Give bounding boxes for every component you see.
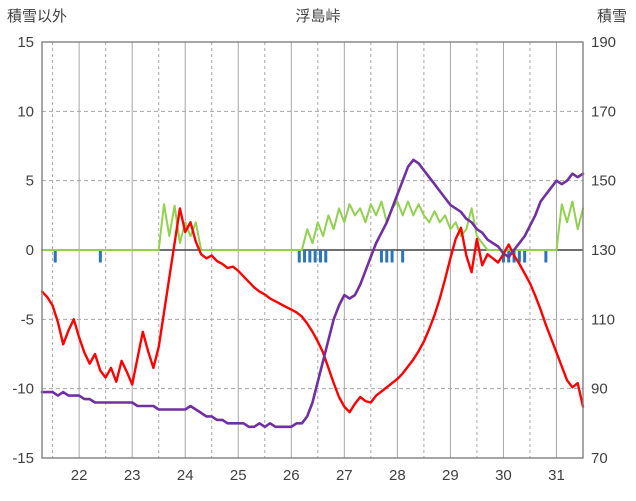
right-axis-tick-label: 130 [591,242,616,259]
x-axis-tick-label: 28 [389,467,406,484]
right-axis-tick-label: 190 [591,34,616,51]
blue-ticks [523,250,527,263]
blue-ticks [385,250,389,263]
x-axis-tick-label: 30 [495,467,512,484]
blue-ticks [297,250,301,263]
purple-line [40,158,585,429]
x-axis-tick-label: 25 [230,467,247,484]
left-axis-tick-label: 10 [17,103,34,120]
red-line [40,207,585,414]
right-axis-tick-label: 70 [591,450,608,467]
right-axis-tick-label: 150 [591,173,616,190]
right-axis-tick-label: 170 [591,103,616,120]
blue-ticks [53,250,57,263]
blue-ticks [303,250,307,263]
blue-ticks [544,250,548,263]
blue-ticks [313,250,317,263]
left-axis-tick-label: 15 [17,34,34,51]
blue-ticks [308,250,312,263]
blue-ticks [318,250,322,263]
x-axis-tick-label: 23 [124,467,141,484]
x-axis-tick-label: 31 [548,467,565,484]
blue-ticks [98,250,102,263]
blue-ticks [379,250,383,263]
right-axis-title: 積雪 [596,8,627,25]
x-axis-tick-label: 24 [177,467,194,484]
left-axis-tick-label: -10 [12,381,34,398]
blue-ticks [390,250,394,263]
plot-border [41,41,584,459]
green-line [41,200,584,251]
right-axis-tick-label: 90 [591,381,608,398]
x-axis-tick-label: 29 [442,467,459,484]
x-axis-tick-label: 26 [283,467,300,484]
chart-title: 浮島峠 [295,8,341,25]
left-axis-tick-label: -15 [12,450,34,467]
left-axis-tick-label: -5 [21,311,34,328]
blue-ticks [324,250,328,263]
x-axis-tick-label: 22 [71,467,88,484]
right-axis-tick-label: 110 [591,311,615,328]
x-axis-tick-label: 27 [336,467,353,484]
blue-ticks [401,250,405,263]
left-axis-tick-label: 5 [26,173,34,190]
left-axis-title: 積雪以外 [7,8,68,25]
left-axis-tick-label: 0 [26,242,34,259]
blue-ticks [517,250,521,263]
